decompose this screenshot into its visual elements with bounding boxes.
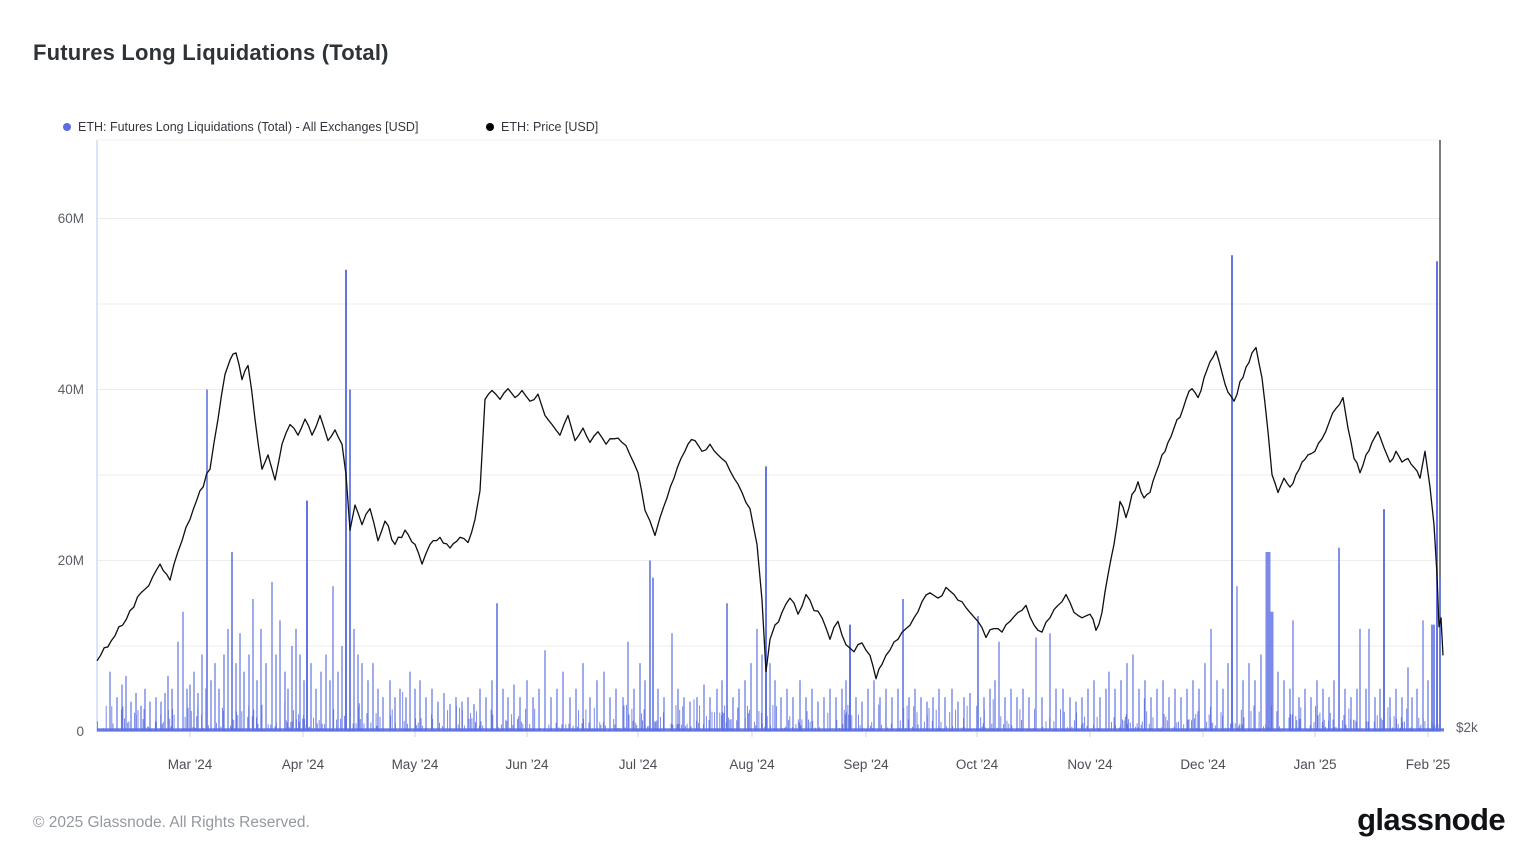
liquidation-noise-bars bbox=[97, 688, 1441, 732]
svg-text:60M: 60M bbox=[58, 211, 84, 226]
x-axis-labels: Mar '24 Apr '24 May '24 Jun '24 Jul '24 Aug '… bbox=[168, 757, 1451, 772]
chart-legend: ETH: Futures Long Liquidations (Total) -… bbox=[0, 120, 1536, 136]
gridlines bbox=[97, 139, 1440, 732]
svg-text:Jul '24: Jul '24 bbox=[619, 757, 658, 772]
liquidation-spike-bars bbox=[109, 255, 1441, 732]
x-axis-ticks bbox=[189, 731, 1429, 737]
legend-dot-blue-icon bbox=[63, 123, 71, 131]
legend-item-price[interactable]: ETH: Price [USD] bbox=[486, 120, 598, 134]
legend-item-liquidations[interactable]: ETH: Futures Long Liquidations (Total) -… bbox=[63, 120, 418, 134]
svg-text:40M: 40M bbox=[58, 382, 84, 397]
glassnode-logo: glassnode bbox=[1357, 802, 1506, 837]
svg-text:Mar '24: Mar '24 bbox=[168, 757, 213, 772]
svg-text:Jan '25: Jan '25 bbox=[1293, 757, 1336, 772]
svg-text:Nov '24: Nov '24 bbox=[1067, 757, 1113, 772]
svg-text:Apr '24: Apr '24 bbox=[282, 757, 325, 772]
legend-label: ETH: Futures Long Liquidations (Total) -… bbox=[78, 120, 419, 134]
legend-label: ETH: Price [USD] bbox=[501, 120, 599, 134]
svg-text:Sep '24: Sep '24 bbox=[843, 757, 889, 772]
svg-text:Feb '25: Feb '25 bbox=[1406, 757, 1451, 772]
svg-text:Oct '24: Oct '24 bbox=[956, 757, 999, 772]
eth-price-line bbox=[96, 346, 1444, 680]
page-title: Futures Long Liquidations (Total) bbox=[33, 40, 389, 65]
svg-text:20M: 20M bbox=[58, 553, 84, 568]
legend-dot-black-icon bbox=[486, 123, 494, 131]
svg-text:0: 0 bbox=[76, 724, 84, 739]
footer-copyright: © 2025 Glassnode. All Rights Reserved. bbox=[33, 814, 310, 831]
svg-text:Aug '24: Aug '24 bbox=[729, 757, 775, 772]
svg-text:May '24: May '24 bbox=[392, 757, 439, 772]
svg-text:Jun '24: Jun '24 bbox=[505, 757, 549, 772]
price-axis-label: $2k bbox=[1456, 720, 1478, 735]
svg-text:Dec '24: Dec '24 bbox=[1180, 757, 1226, 772]
y-axis-labels: 0 20M 40M 60M bbox=[58, 211, 84, 739]
